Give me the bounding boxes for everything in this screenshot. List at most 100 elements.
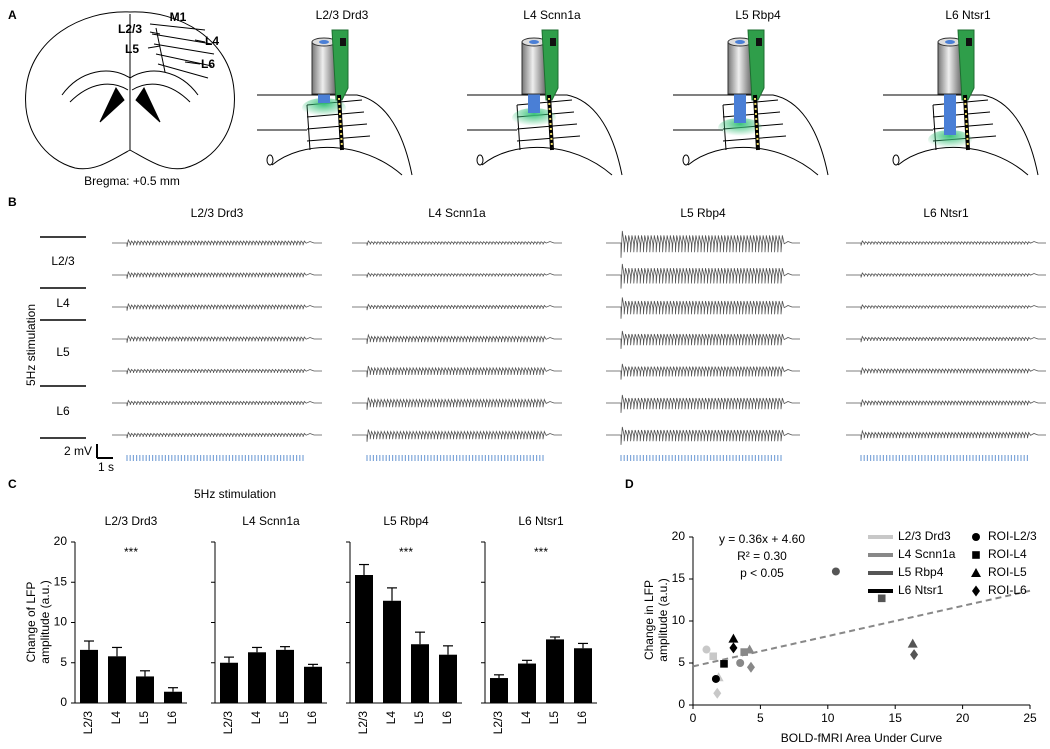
lfp-trace	[606, 230, 800, 258]
lfp-trace	[352, 272, 562, 278]
bar	[248, 652, 266, 703]
x-tick-label: L5	[277, 711, 291, 725]
cannula	[521, 41, 547, 95]
y-tick-label: 0	[678, 697, 685, 711]
legend-label: L4 Scnn1a	[898, 547, 956, 561]
legend-marker	[972, 551, 980, 559]
lfp-trace	[352, 397, 562, 410]
bar	[546, 639, 564, 703]
probe-chip	[340, 38, 346, 46]
optic-fiber	[734, 90, 746, 123]
x-tick-label: L6	[305, 711, 319, 725]
layer-label: L2/3	[51, 254, 75, 268]
bar	[220, 662, 238, 703]
probe-diagram	[467, 29, 623, 176]
point	[910, 649, 919, 661]
atlas-label: L2/3	[118, 22, 142, 36]
lfp-trace	[606, 363, 800, 380]
fiber-tip	[319, 40, 329, 44]
probe-diagram	[257, 29, 413, 176]
lfp-trace	[352, 303, 562, 311]
layer-label: L6	[56, 404, 70, 418]
optic-fiber	[528, 90, 540, 113]
light-spread	[718, 118, 762, 138]
y-tick-label: 5	[60, 655, 67, 669]
x-tick-label: L4	[384, 711, 398, 725]
lfp-trace	[112, 399, 322, 407]
ventricle	[892, 154, 900, 166]
probe-diagram	[883, 29, 1039, 176]
probe-sites	[964, 97, 969, 149]
panel-label: B	[8, 195, 17, 209]
significance: ***	[534, 545, 548, 559]
point	[728, 633, 739, 643]
atlas-label: L5	[125, 42, 139, 56]
x-tick-label: 20	[956, 711, 970, 725]
x-axis-label: BOLD-fMRI Area Under Curve	[781, 731, 943, 745]
atlas-label: L4	[205, 34, 219, 48]
light-spread	[302, 98, 346, 118]
lfp-trace	[112, 270, 322, 279]
point	[831, 567, 840, 576]
probe-board	[957, 29, 975, 101]
bar	[136, 676, 154, 703]
lfp-trace	[606, 426, 800, 445]
legend-label: ROI-L2/3	[988, 529, 1037, 543]
bar	[383, 600, 401, 703]
bar	[108, 656, 126, 703]
bar	[164, 691, 182, 703]
ventricle	[682, 154, 690, 166]
lfp-trace	[606, 263, 800, 289]
subplot-title: L2/3 Drd3	[105, 514, 158, 528]
lfp-trace	[606, 330, 800, 349]
y-tick-label: 20	[54, 534, 68, 548]
y-axis-label: 5Hz stimulation	[24, 304, 38, 386]
legend-marker	[972, 585, 980, 597]
column-title: L5 Rbp4	[680, 206, 726, 220]
y-tick-label: 10	[54, 615, 68, 629]
scale-bar-label: 1 s	[98, 460, 114, 474]
point	[711, 674, 720, 683]
y-tick-label: 10	[672, 613, 686, 627]
legend-label: L6 Ntsr1	[898, 583, 944, 597]
bar	[490, 678, 508, 703]
x-tick-label: L5	[412, 711, 426, 725]
point	[729, 642, 738, 654]
x-tick-label: L6	[575, 711, 589, 725]
y-axis-label: Change in LFP amplitude (a.u.)	[642, 578, 670, 662]
panel-label: C	[8, 477, 17, 491]
lfp-trace	[112, 238, 322, 247]
lfp-trace	[606, 297, 800, 319]
point	[702, 645, 711, 654]
x-tick-label: L2/3	[356, 711, 370, 735]
lfp-trace	[352, 240, 562, 246]
scale-bar-label: 2 mV	[64, 444, 92, 458]
cannula	[937, 41, 963, 95]
y-tick-label: 15	[54, 574, 68, 588]
stimulus-train	[620, 455, 782, 461]
x-tick-label: L2/3	[81, 711, 95, 735]
x-tick-label: L2/3	[221, 711, 235, 735]
point	[713, 687, 722, 699]
probe-title: L6 Ntsr1	[945, 8, 991, 22]
lfp-trace	[846, 335, 1046, 343]
point	[736, 659, 745, 667]
column-title: L6 Ntsr1	[923, 206, 969, 220]
light-spread	[928, 130, 972, 150]
point	[744, 644, 755, 654]
lfp-trace	[846, 272, 1046, 278]
layer-label: L4	[56, 296, 70, 310]
lfp-trace	[352, 333, 562, 344]
x-tick-label: L5	[547, 711, 561, 725]
fiber-tip	[529, 40, 539, 44]
x-tick-label: L4	[249, 711, 263, 725]
bar	[276, 649, 294, 703]
stimulus-train	[366, 455, 544, 461]
lfp-trace	[352, 365, 562, 378]
lfp-trace	[846, 366, 1046, 375]
lfp-trace	[846, 429, 1046, 440]
legend-label: L2/3 Drd3	[898, 529, 951, 543]
fit-p: p < 0.05	[740, 566, 784, 580]
legend-label: L5 Rbp4	[898, 565, 944, 579]
bar	[80, 649, 98, 703]
